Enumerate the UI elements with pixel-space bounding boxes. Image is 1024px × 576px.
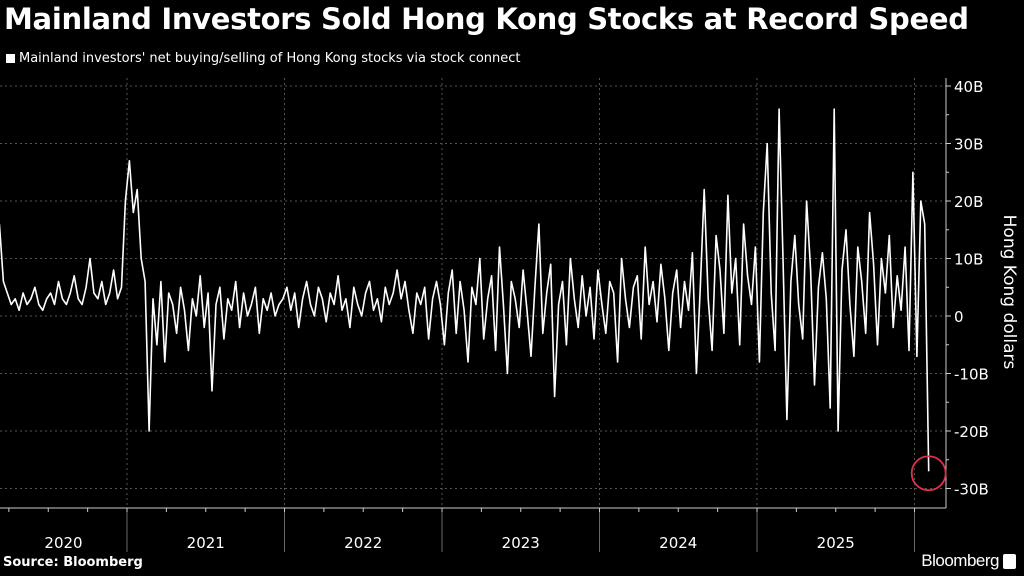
y-tick-label: 30B [954,136,983,154]
x-tick-label: 2022 [344,534,382,552]
x-tick-label: 2023 [502,534,540,552]
y-tick-label: -10B [954,366,989,384]
y-tick-label: -20B [954,423,989,441]
bloomberg-logo: Bloomberg [921,551,1016,571]
y-tick-label: 10B [954,251,983,269]
bloomberg-icon [1003,553,1016,569]
x-tick-label: 2025 [817,534,855,552]
legend-swatch [6,54,15,63]
y-tick-label: 20B [954,193,983,211]
legend: Mainland investors' net buying/selling o… [6,51,521,66]
chart-title: Mainland Investors Sold Hong Kong Stocks… [4,2,969,36]
y-tick-label: -30B [954,481,989,499]
legend-label: Mainland investors' net buying/selling o… [19,51,521,66]
record-low-highlight-circle [910,455,947,492]
x-tick-label: 2024 [659,534,697,552]
series-line [0,108,930,472]
y-tick-label: 40B [954,78,983,96]
y-axis-label: Hong Kong dollars [999,215,1019,370]
brand-label: Bloomberg [921,551,999,570]
x-tick-label: 2020 [44,534,82,552]
x-tick-label: 2021 [187,534,225,552]
source-note: Source: Bloomberg [3,555,143,570]
y-tick-label: 0 [954,308,964,326]
